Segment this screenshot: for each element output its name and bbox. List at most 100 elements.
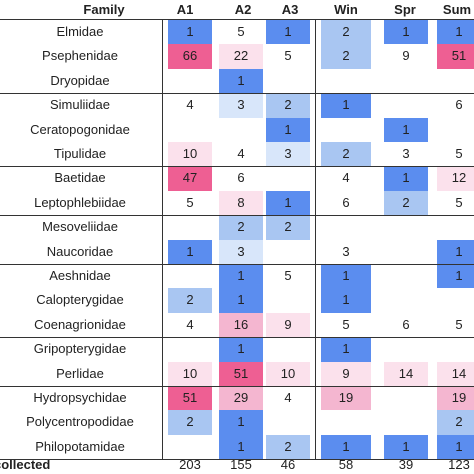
table-row: Calopterygidae 2 1 1: [0, 288, 474, 313]
family-name: Elmidae: [56, 24, 104, 39]
group-divider: [0, 92, 474, 94]
count-cell-win: 1: [321, 434, 371, 460]
count-cell-sum: 1: [437, 20, 474, 45]
column-header-a1: A1: [176, 2, 194, 17]
count-cell-spr: [384, 386, 428, 411]
count-cell-spr: 2: [384, 190, 428, 216]
table-row: Polycentropodidae 2 1 2: [0, 410, 474, 435]
group-divider: [0, 263, 474, 265]
family-name: Philopotamidae: [35, 438, 125, 454]
count-cell-a3: 2: [266, 434, 310, 460]
count-cell-a2: 1: [219, 337, 263, 362]
count-cell-a1: [168, 434, 212, 460]
count-cell-sum: 2: [437, 410, 474, 435]
count-cell-a3: 1: [266, 190, 310, 216]
column-header-spr: Spr: [394, 2, 416, 17]
count-cell-win: [321, 117, 371, 142]
table-row: Hydropsychidae 51 29 4 19 19: [0, 386, 474, 411]
count-cell-spr: 3: [384, 142, 428, 167]
count-cell-a3: 2: [266, 215, 310, 240]
count-cell-win: 3: [321, 239, 371, 264]
count-cell-spr: 9: [384, 44, 428, 69]
count-cell-a3: [266, 337, 310, 362]
footer-total-a1: 203: [179, 457, 201, 472]
count-cell-a1: 1: [168, 239, 212, 264]
table-row: Ceratopogonidae 1 1: [0, 117, 474, 142]
count-cell-a2: 2: [219, 215, 263, 240]
count-cell-a1: [168, 68, 212, 94]
table-row: Naucoridae 1 3 3 1: [0, 239, 474, 264]
count-cell-a3: 3: [266, 142, 310, 167]
count-cell-a2: 29: [219, 386, 263, 411]
count-cell-win: 19: [321, 386, 371, 411]
table-row: Gripopterygidae 1 1: [0, 337, 474, 362]
count-cell-a2: 4: [219, 142, 263, 167]
count-cell-win: [321, 68, 371, 94]
table-header: Family A1 A2 A3 Win Spr Sum: [0, 0, 474, 20]
count-cell-sum: 1: [437, 434, 474, 460]
count-cell-win: [321, 410, 371, 435]
count-cell-a3: 9: [266, 312, 310, 338]
count-cell-spr: 6: [384, 312, 428, 338]
count-cell-a3: 4: [266, 386, 310, 411]
column-header-a2: A2: [234, 2, 252, 17]
table-row: Baetidae 47 6 4 1 12: [0, 166, 474, 191]
count-cell-a1: [168, 337, 212, 362]
count-cell-sum: 19: [437, 386, 474, 411]
count-cell-a3: [266, 410, 310, 435]
count-cell-a2: [219, 117, 263, 142]
count-cell-sum: 1: [437, 264, 474, 289]
count-cell-sum: 12: [437, 166, 474, 191]
count-cell-a2: 5: [219, 20, 263, 45]
count-cell-a2: 51: [219, 361, 263, 386]
count-cell-a1: [168, 215, 212, 240]
count-cell-spr: [384, 410, 428, 435]
column-header-a3: A3: [281, 2, 299, 17]
table-row: Aeshnidae 1 5 1 1: [0, 264, 474, 289]
family-name: Polycentropodidae: [26, 414, 134, 430]
count-cell-sum: [437, 68, 474, 94]
count-cell-win: 9: [321, 361, 371, 386]
footer-total-spr: 39: [398, 457, 414, 472]
count-cell-spr: [384, 93, 428, 118]
count-cell-a2: 8: [219, 190, 263, 216]
count-cell-spr: [384, 288, 428, 313]
table-row: Coenagrionidae 4 16 9 5 6 5: [0, 312, 474, 338]
count-cell-sum: 5: [437, 312, 474, 338]
family-name: Dryopidae: [50, 72, 110, 88]
count-cell-a2: 1: [219, 410, 263, 435]
table-footer-total: collected 203 155 46 58 39 123: [0, 455, 474, 474]
count-cell-spr: [384, 239, 428, 264]
family-name: Psephenidae: [42, 48, 118, 64]
group-divider: [0, 385, 474, 387]
table-row: Dryopidae 1: [0, 68, 474, 94]
family-name: Perlidae: [56, 365, 104, 381]
count-cell-a3: [266, 288, 310, 313]
count-cell-sum: 6: [437, 93, 474, 118]
family-name: Naucoridae: [46, 243, 114, 259]
count-cell-a2: 6: [219, 166, 263, 191]
count-cell-sum: [437, 337, 474, 362]
count-cell-sum: 1: [437, 239, 474, 264]
count-cell-win: 5: [321, 312, 371, 338]
count-cell-win: 6: [321, 190, 371, 216]
count-cell-a1: 4: [168, 312, 212, 338]
count-cell-win: [321, 215, 371, 240]
count-cell-a1: 2: [168, 288, 212, 313]
family-name: Aeshnidae: [49, 268, 111, 283]
count-cell-a3: 1: [266, 117, 310, 142]
family-name: Mesoveliidae: [42, 219, 118, 235]
family-name: Coenagrionidae: [34, 316, 126, 332]
count-cell-a1: 10: [168, 361, 212, 386]
count-cell-sum: [437, 117, 474, 142]
count-cell-spr: [384, 215, 428, 240]
site-season-divider: [315, 19, 316, 460]
count-cell-a1: [168, 117, 212, 142]
group-divider: [0, 165, 474, 167]
count-cell-win: 1: [321, 288, 371, 313]
count-cell-spr: [384, 68, 428, 94]
count-cell-win: 1: [321, 264, 371, 289]
footer-label: collected: [0, 457, 51, 472]
column-header-sum: Sum: [442, 2, 472, 17]
count-cell-spr: [384, 337, 428, 362]
